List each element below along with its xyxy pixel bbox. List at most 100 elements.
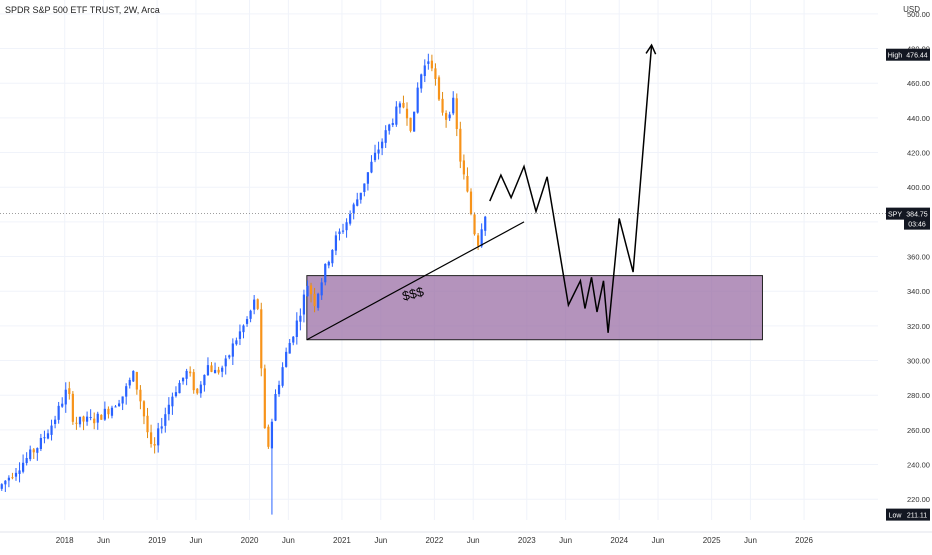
y-tick-label: 320.00 <box>907 322 930 331</box>
candle-body <box>441 98 444 113</box>
candle-body <box>402 102 405 108</box>
time-axis[interactable]: 2018 Jun 2019 Jun 2020 Jun 2021 Jun 2022 Jun 2023 J… <box>0 531 932 545</box>
trend-line[interactable] <box>306 221 525 341</box>
candle-body <box>413 111 416 132</box>
candle-body <box>263 368 266 429</box>
candle-body <box>18 470 21 474</box>
candle-body <box>71 393 74 422</box>
candle-body <box>100 414 103 420</box>
x-tick-label: Jun <box>559 536 572 545</box>
current-price-value: 384.75 <box>906 212 928 219</box>
candle-body <box>196 388 199 394</box>
price-axis[interactable]: 220.00 240.00 260.00 280.00 300.00 320.00 340.… <box>907 10 930 504</box>
symbol-title: SPDR S&P 500 ETF TRUST, 2W, Arca <box>5 5 160 15</box>
x-tick-label: Jun <box>744 536 757 545</box>
candle-body <box>356 199 359 206</box>
current-price-box <box>904 207 930 230</box>
candle-body <box>39 438 42 449</box>
candle-body <box>366 172 370 184</box>
candle-body <box>25 458 28 464</box>
candle-body <box>199 384 202 394</box>
x-tick-label: Jun <box>652 536 665 545</box>
x-tick-label: 2020 <box>241 536 259 545</box>
candle-body <box>434 68 437 79</box>
candle-body <box>249 310 252 319</box>
candle-body <box>217 369 220 373</box>
candle-body <box>480 229 483 247</box>
y-tick-label: 280.00 <box>907 391 930 400</box>
candle-body <box>110 407 114 416</box>
candle-body <box>349 214 352 224</box>
y-tick-label: 240.00 <box>907 461 930 470</box>
candle-body <box>448 114 451 119</box>
high-value-box <box>904 48 930 61</box>
candle-body <box>306 285 309 297</box>
candle-body <box>132 370 135 382</box>
candle-body <box>189 371 192 374</box>
candle-body <box>270 421 274 449</box>
candle-body <box>320 282 323 296</box>
candle-body <box>224 358 227 367</box>
candle-body <box>93 418 96 424</box>
x-tick-label: 2024 <box>610 536 628 545</box>
candle-body <box>61 403 64 407</box>
projection-path[interactable] <box>489 45 653 333</box>
candle-body <box>235 340 238 345</box>
candle-body <box>43 437 46 439</box>
candle-body <box>82 416 85 422</box>
candle-body <box>53 419 57 425</box>
x-tick-label: Jun <box>97 536 110 545</box>
low-tag <box>886 508 904 521</box>
candle-body <box>89 416 92 418</box>
candle-body <box>221 367 224 372</box>
candle-body <box>57 405 60 420</box>
y-tick-label: 500.00 <box>907 10 930 19</box>
candle-body <box>466 175 469 192</box>
candle-body <box>430 60 433 69</box>
candle-body <box>46 433 50 439</box>
candle-body <box>405 108 409 119</box>
candle-body <box>107 408 110 415</box>
candle-body <box>253 299 256 310</box>
candle-body <box>85 416 89 422</box>
candle-body <box>370 161 373 173</box>
candle-body <box>409 117 412 131</box>
candle-body <box>277 384 281 395</box>
x-tick-label: 2022 <box>425 536 443 545</box>
zone-layer <box>306 275 763 341</box>
candle-body <box>398 103 402 108</box>
high-value: 476.44 <box>906 53 928 60</box>
liquidity-zone-rect[interactable] <box>306 275 763 341</box>
candle-body <box>153 444 156 446</box>
candle-body <box>484 216 487 231</box>
candle-body <box>299 315 302 322</box>
candle-body <box>117 403 121 407</box>
candle-body <box>181 377 185 382</box>
axis-labels-layer: High 476.44 Low 211.11 SPY 384.75 03:46 <box>886 48 930 521</box>
candle-body <box>281 367 284 386</box>
x-tick-label: Jun <box>374 536 387 545</box>
candle-body <box>135 372 138 390</box>
candle-body <box>213 369 217 374</box>
candle-body <box>171 396 174 407</box>
candle-body <box>352 204 355 214</box>
candle-body <box>68 388 71 395</box>
y-tick-label: 260.00 <box>907 426 930 435</box>
y-tick-label: 420.00 <box>907 149 930 158</box>
candle-body <box>139 389 142 402</box>
candle-body <box>324 263 327 283</box>
candle-body <box>391 122 394 126</box>
candle-body <box>36 448 39 453</box>
candle-body <box>164 414 167 426</box>
candle-body <box>231 343 234 357</box>
candle-body <box>75 422 78 424</box>
candle-body <box>459 128 462 162</box>
candle-body <box>423 65 426 77</box>
candle-body <box>174 392 178 397</box>
arrow-head-icon <box>645 43 657 55</box>
candle-body <box>341 230 345 232</box>
candle-body <box>167 404 170 415</box>
